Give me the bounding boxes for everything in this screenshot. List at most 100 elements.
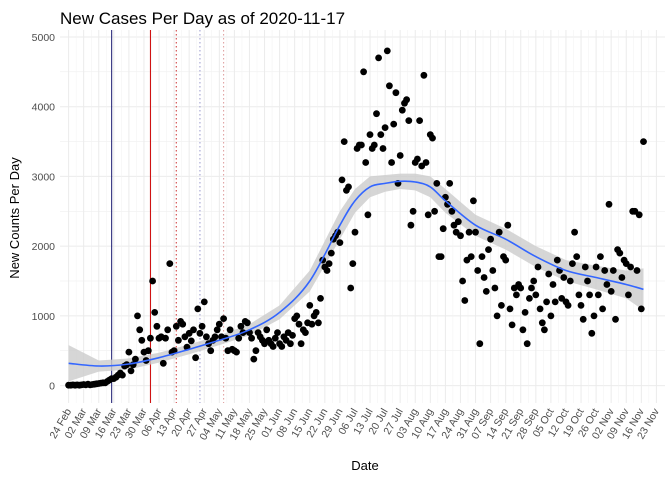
- data-point: [581, 263, 589, 271]
- data-point: [564, 302, 572, 309]
- data-point: [530, 277, 538, 285]
- data-point: [504, 221, 512, 229]
- data-point: [125, 348, 133, 356]
- data-point: [476, 340, 484, 348]
- data-point: [526, 295, 533, 302]
- data-point: [640, 138, 647, 146]
- data-point: [601, 267, 609, 274]
- data-point: [398, 106, 406, 114]
- data-point: [517, 284, 525, 292]
- data-point: [560, 274, 568, 281]
- data-point: [164, 326, 172, 334]
- data-point: [136, 326, 144, 334]
- data-point: [237, 322, 245, 330]
- data-point: [386, 82, 393, 90]
- chart-title: New Cases Per Day as of 2020-11-17: [60, 9, 345, 28]
- data-point: [375, 54, 382, 62]
- data-point: [200, 298, 208, 306]
- data-point: [325, 260, 333, 267]
- data-point: [407, 221, 415, 229]
- data-point: [566, 277, 574, 285]
- data-point: [594, 291, 602, 299]
- data-point: [467, 253, 475, 260]
- data-point: [213, 326, 221, 334]
- data-point: [295, 320, 303, 328]
- data-point: [243, 319, 251, 327]
- data-point: [119, 371, 126, 379]
- data-point: [523, 340, 531, 348]
- data-point: [274, 329, 281, 336]
- data-point: [519, 326, 527, 334]
- data-point: [287, 340, 294, 348]
- data-point: [336, 239, 344, 247]
- data-point: [293, 312, 301, 320]
- data-point: [627, 263, 634, 271]
- data-point: [233, 348, 240, 356]
- data-point: [416, 117, 423, 124]
- data-point: [586, 291, 593, 299]
- data-point: [551, 298, 559, 306]
- data-point: [392, 89, 400, 97]
- data-point: [338, 176, 346, 184]
- data-point: [179, 320, 187, 328]
- y-tick-label: 2000: [32, 241, 56, 253]
- y-axis-ticks: 0 1000 2000 3000 4000 5000: [32, 32, 56, 393]
- data-point: [340, 138, 348, 146]
- data-point: [405, 117, 413, 124]
- data-point: [403, 96, 410, 104]
- data-point: [457, 232, 464, 240]
- data-point: [424, 211, 432, 219]
- data-point: [637, 305, 645, 313]
- data-point: [545, 270, 553, 278]
- data-point: [536, 305, 544, 313]
- data-point: [366, 131, 374, 139]
- data-point: [159, 359, 167, 367]
- data-point: [534, 263, 542, 271]
- data-point: [575, 291, 583, 299]
- data-point: [162, 334, 169, 342]
- data-point: [446, 180, 454, 187]
- data-point: [149, 277, 157, 285]
- data-point: [351, 228, 359, 236]
- data-point: [390, 120, 398, 128]
- data-point: [203, 333, 210, 341]
- data-point: [252, 347, 260, 355]
- data-point: [381, 124, 389, 131]
- data-point: [134, 312, 141, 320]
- data-point: [422, 159, 430, 166]
- y-axis-title: New Counts Per Day: [7, 157, 22, 279]
- x-axis-title: Date: [351, 458, 378, 473]
- data-point: [553, 256, 561, 264]
- data-point: [297, 340, 305, 348]
- data-point: [603, 281, 611, 288]
- data-point: [317, 295, 324, 302]
- data-point: [364, 211, 372, 219]
- data-point: [278, 343, 286, 350]
- data-point: [625, 291, 632, 299]
- data-point: [360, 68, 367, 76]
- data-point: [414, 155, 421, 163]
- data-point: [315, 319, 322, 327]
- data-point: [312, 309, 320, 316]
- data-point: [420, 71, 428, 79]
- data-point: [127, 367, 135, 375]
- data-point: [502, 256, 510, 264]
- data-point: [616, 249, 624, 257]
- y-tick-label: 5000: [32, 32, 56, 44]
- data-point: [207, 347, 215, 355]
- data-point: [491, 284, 499, 292]
- data-point: [147, 334, 154, 342]
- data-point: [196, 329, 204, 337]
- data-point: [482, 288, 490, 295]
- data-point: [431, 207, 438, 215]
- data-point: [192, 354, 200, 362]
- data-point: [573, 253, 581, 260]
- data-point: [347, 284, 355, 292]
- data-point: [485, 246, 492, 254]
- data-point: [528, 284, 535, 292]
- data-point: [480, 274, 488, 281]
- data-point: [248, 334, 256, 342]
- y-tick-label: 4000: [32, 102, 56, 114]
